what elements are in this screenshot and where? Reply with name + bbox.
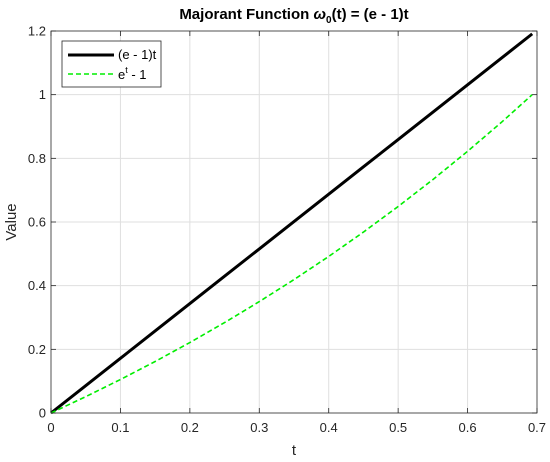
y-tick-labels: 0 0.2 0.4 0.6 0.8 1 1.2: [28, 24, 46, 421]
x-tick-label: 0: [47, 420, 54, 435]
y-tick-label: 0.4: [28, 278, 46, 293]
y-tick-label: 0.6: [28, 215, 46, 230]
x-tick-label: 0.6: [459, 420, 477, 435]
legend-label-series-2-base: e: [118, 67, 125, 82]
series-line-2: [50, 94, 533, 414]
x-tick-label: 0.4: [320, 420, 338, 435]
chart-title-suffix: (t) = (e - 1)t: [332, 6, 409, 23]
y-tick-label: 0: [39, 406, 46, 421]
chart-title-symbol: ω: [313, 6, 326, 23]
y-axis-label: Value: [3, 203, 20, 240]
series-line-1: [50, 32, 534, 415]
legend-label-series-1: (e - 1)t: [118, 47, 157, 62]
legend-label-series-2-rest: - 1: [128, 67, 147, 82]
chart-title-subscript: 0: [326, 15, 332, 26]
y-tick-label: 1: [39, 87, 46, 102]
legend-box: [61, 40, 162, 88]
legend-label-series-1-base: (e - 1)t: [118, 47, 157, 62]
x-axis-label: t: [292, 442, 297, 459]
x-tick-label: 0.3: [250, 420, 268, 435]
series-lines: [50, 32, 534, 415]
chart-title-prefix: Majorant Function: [179, 6, 313, 23]
grid: [51, 31, 537, 413]
x-tick-label: 0.7: [528, 420, 546, 435]
x-tick-label: 0.1: [111, 420, 129, 435]
legend-label-series-2-superscript: t: [125, 65, 128, 75]
legend: (e - 1)t et - 1: [61, 40, 162, 88]
y-tick-label: 0.2: [28, 342, 46, 357]
y-tick-label: 1.2: [28, 24, 46, 39]
x-tick-label: 0.2: [181, 420, 199, 435]
legend-label-series-2: et - 1: [118, 65, 147, 82]
chart-title: Majorant Function ω0(t) = (e - 1)t: [179, 6, 408, 26]
x-tick-label: 0.5: [389, 420, 407, 435]
x-tick-labels: 0 0.1 0.2 0.3 0.4 0.5 0.6 0.7: [47, 420, 546, 435]
tick-marks: [50, 30, 538, 414]
y-tick-label: 0.8: [28, 151, 46, 166]
